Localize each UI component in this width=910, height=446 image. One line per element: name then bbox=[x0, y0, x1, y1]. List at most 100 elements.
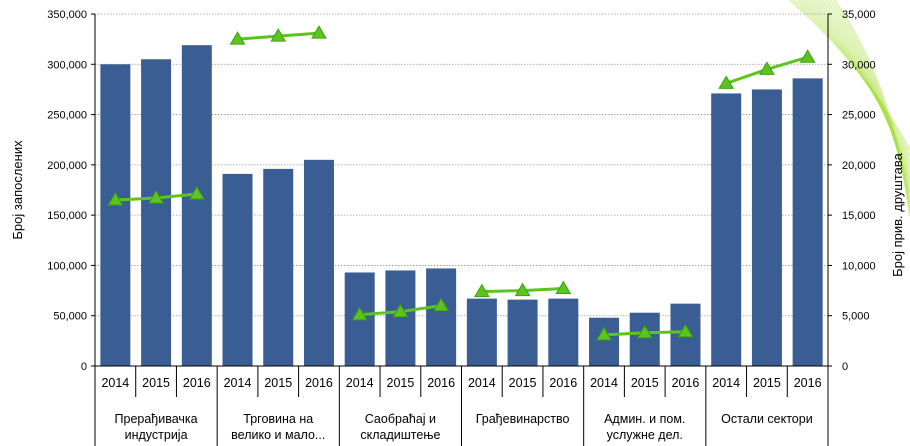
line-point bbox=[351, 306, 368, 321]
right-tick-label: 5,000 bbox=[842, 311, 870, 323]
bar bbox=[751, 89, 782, 366]
swoosh-stroke bbox=[809, 0, 910, 181]
year-label: 2014 bbox=[224, 376, 252, 390]
group-label: Грађевинарство bbox=[476, 412, 570, 426]
year-label: 2016 bbox=[183, 376, 211, 390]
line-point bbox=[311, 25, 327, 39]
swoosh-stroke bbox=[833, 0, 910, 217]
year-label: 2015 bbox=[264, 376, 292, 390]
year-label: 2016 bbox=[305, 376, 333, 390]
line-point bbox=[229, 31, 246, 45]
gridlines bbox=[95, 13, 828, 317]
year-label: 2015 bbox=[387, 376, 415, 390]
year-label: 2016 bbox=[672, 376, 700, 390]
year-label: 2015 bbox=[753, 376, 781, 390]
swoosh-stroke bbox=[789, 0, 910, 151]
bar bbox=[548, 298, 579, 366]
group-label: Саобраћај и bbox=[365, 412, 436, 426]
line-point bbox=[759, 61, 775, 75]
swoosh-stroke bbox=[805, 0, 910, 175]
line-point bbox=[188, 186, 205, 200]
group-label: складиштење bbox=[360, 428, 440, 442]
bar bbox=[385, 270, 416, 366]
bar bbox=[100, 64, 131, 367]
line-series bbox=[107, 25, 816, 341]
left-tick-label: 0 bbox=[81, 361, 87, 373]
line-point bbox=[270, 28, 287, 42]
line-point bbox=[392, 303, 409, 318]
bar bbox=[466, 298, 497, 366]
category-axis: 2014 2015 2016 2014 2015 2016 2014 2015 2016 2014… bbox=[94, 366, 829, 446]
year-label: 2016 bbox=[427, 376, 455, 390]
bar bbox=[711, 93, 742, 367]
group-label: Прерађивачка bbox=[115, 412, 198, 426]
bar bbox=[222, 173, 253, 366]
left-tick-label: 200,000 bbox=[47, 160, 87, 172]
right-axis-title: Број прив. друштава bbox=[890, 152, 905, 277]
line-point bbox=[514, 282, 531, 297]
right-tick-label: 0 bbox=[842, 361, 848, 373]
line-point bbox=[636, 324, 653, 339]
bar bbox=[507, 299, 538, 366]
group-label: услужне дел. bbox=[607, 428, 683, 442]
group-label: Остали сектори bbox=[721, 412, 813, 426]
left-tick-label: 100,000 bbox=[47, 260, 87, 272]
swoosh-stroke bbox=[821, 0, 910, 199]
year-label: 2016 bbox=[794, 376, 822, 390]
swoosh-stroke bbox=[813, 0, 910, 187]
group-label: Трговина на bbox=[243, 412, 313, 426]
right-tick-label: 35,000 bbox=[842, 9, 876, 21]
year-label: 2015 bbox=[631, 376, 659, 390]
line-point bbox=[148, 190, 164, 204]
group-label: Админ. и пом. bbox=[604, 412, 685, 426]
bar bbox=[629, 312, 660, 366]
right-tick-label: 25,000 bbox=[842, 110, 876, 122]
year-label: 2015 bbox=[142, 376, 170, 390]
bar bbox=[263, 168, 294, 366]
year-label: 2014 bbox=[590, 376, 618, 390]
line-point bbox=[596, 326, 612, 341]
line-point bbox=[677, 323, 694, 338]
right-tick-label: 15,000 bbox=[842, 210, 876, 222]
year-label: 2014 bbox=[712, 376, 740, 390]
right-axis-ticks: 0 5,000 10,000 15,000 20,000 25,000 30,000 35,0… bbox=[828, 9, 876, 373]
group-label: велико и мало... bbox=[231, 428, 325, 442]
left-tick-label: 350,000 bbox=[47, 9, 87, 21]
swoosh-stroke bbox=[825, 0, 910, 205]
left-axis-ticks: 0 50,000 100,000 150,000 200,000 250,000 300,0… bbox=[47, 9, 95, 373]
decorative-swoosh bbox=[789, 0, 910, 217]
year-label: 2016 bbox=[549, 376, 577, 390]
bar bbox=[589, 317, 620, 366]
bar bbox=[426, 268, 457, 366]
left-tick-label: 300,000 bbox=[47, 59, 87, 71]
right-tick-label: 10,000 bbox=[842, 260, 876, 272]
right-tick-label: 30,000 bbox=[842, 59, 876, 71]
left-tick-label: 250,000 bbox=[47, 110, 87, 122]
swoosh-stroke bbox=[801, 0, 910, 169]
bar bbox=[141, 59, 172, 366]
swoosh-stroke bbox=[797, 0, 910, 163]
swoosh-stroke bbox=[829, 0, 910, 211]
line-point bbox=[433, 297, 450, 312]
line-point bbox=[718, 75, 735, 89]
left-tick-label: 50,000 bbox=[53, 311, 87, 323]
bar bbox=[181, 45, 212, 366]
year-label: 2014 bbox=[346, 376, 374, 390]
bar-series bbox=[100, 45, 823, 367]
year-label: 2014 bbox=[101, 376, 129, 390]
line-point bbox=[555, 280, 572, 295]
left-tick-label: 150,000 bbox=[47, 210, 87, 222]
swoosh-stroke bbox=[793, 0, 910, 157]
line-point bbox=[799, 49, 816, 63]
left-axis-title: Број запослених bbox=[10, 140, 25, 240]
bar bbox=[303, 159, 334, 366]
line-point bbox=[473, 283, 490, 298]
group-label: индустрија bbox=[125, 428, 188, 442]
bar bbox=[792, 78, 823, 366]
swoosh-stroke bbox=[817, 0, 910, 193]
right-tick-label: 20,000 bbox=[842, 160, 876, 172]
year-label: 2015 bbox=[509, 376, 537, 390]
line-point bbox=[107, 192, 124, 206]
year-label: 2014 bbox=[468, 376, 496, 390]
